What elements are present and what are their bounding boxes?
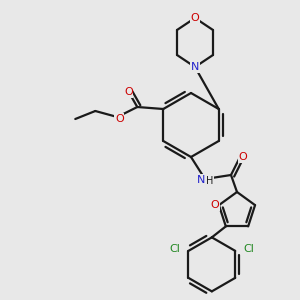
Text: O: O — [124, 87, 133, 97]
Text: N: N — [191, 62, 199, 72]
Text: N: N — [197, 175, 205, 185]
Text: O: O — [115, 114, 124, 124]
Text: H: H — [206, 176, 214, 186]
Text: O: O — [238, 152, 247, 162]
Text: O: O — [190, 13, 200, 23]
Text: O: O — [211, 200, 219, 210]
Text: Cl: Cl — [169, 244, 180, 254]
Text: Cl: Cl — [244, 244, 255, 254]
